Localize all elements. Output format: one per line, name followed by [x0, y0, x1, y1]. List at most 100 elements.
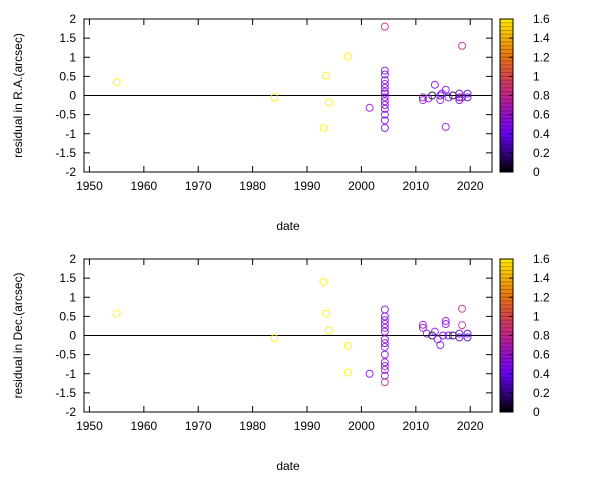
colorbar-tick-label: 0.6	[533, 108, 550, 122]
data-point	[458, 321, 467, 330]
colorbar-tick-label: 0.6	[533, 348, 550, 362]
data-point	[422, 329, 431, 338]
y-tick-label: 1	[69, 50, 76, 64]
colorbar-tick-label: 0.2	[533, 386, 550, 400]
data-point	[380, 80, 389, 89]
data-point	[436, 91, 445, 100]
data-point	[380, 124, 389, 133]
plot-0: 1950 1960 1970 1980 1990 2000 2010 2020-2-1.5-1…	[11, 12, 550, 233]
data-point	[455, 333, 464, 342]
data-point	[365, 103, 374, 112]
colorbar-tick-label: 0.8	[533, 89, 550, 103]
data-point	[380, 327, 389, 336]
data-point	[324, 98, 333, 107]
data-point	[437, 89, 446, 98]
y-axis-label: residual in Dec.(arcsec)	[11, 272, 25, 398]
colorbar-tick-label: 1.2	[533, 50, 550, 64]
data-point	[444, 93, 453, 102]
data-point	[463, 89, 472, 98]
colorbar-tick-label: 1.4	[533, 271, 550, 285]
data-point	[380, 335, 389, 344]
data-point	[380, 116, 389, 125]
data-point	[380, 104, 389, 113]
y-tick-label: -2	[65, 165, 76, 179]
x-axis-label: date	[276, 459, 300, 473]
data-point	[380, 83, 389, 92]
data-point	[444, 331, 453, 340]
x-tick-label: 2010	[402, 419, 429, 433]
data-point	[380, 89, 389, 98]
data-point	[439, 331, 448, 340]
x-tick-label: 2020	[457, 419, 484, 433]
colorbar-tick-label: 0	[533, 165, 540, 179]
y-tick-label: 1.5	[59, 271, 76, 285]
colorbar-tick-label: 1	[533, 309, 540, 323]
data-point	[380, 316, 389, 325]
data-point	[436, 341, 445, 350]
y-axis-label: residual in R.A.(arcsec)	[11, 33, 25, 158]
data-point	[380, 378, 389, 387]
data-point	[380, 323, 389, 332]
x-tick-label: 1970	[185, 419, 212, 433]
plot-1: 1950 1960 1970 1980 1990 2000 2010 2020-2-1.5-1…	[11, 252, 550, 473]
colorbar-tick-label: 0	[533, 405, 540, 419]
colorbar-tick-label: 0.4	[533, 367, 550, 381]
data-point	[343, 341, 352, 350]
data-point	[455, 93, 464, 102]
data-point	[319, 277, 328, 286]
y-tick-label: -0.5	[55, 108, 76, 122]
y-tick-label: 1	[69, 290, 76, 304]
data-point	[441, 320, 450, 329]
data-point	[343, 368, 352, 377]
x-tick-label: 1990	[294, 419, 321, 433]
data-point	[418, 93, 427, 102]
x-tick-label: 1980	[239, 419, 266, 433]
data-point	[418, 320, 427, 329]
y-tick-label: 0.5	[59, 69, 76, 83]
y-tick-label: 0	[69, 89, 76, 103]
y-tick-label: -1	[65, 367, 76, 381]
colorbar-tick-label: 1	[533, 69, 540, 83]
y-tick-label: -2	[65, 405, 76, 419]
data-point	[441, 85, 450, 94]
y-tick-label: -1	[65, 127, 76, 141]
x-tick-label: 2010	[402, 179, 429, 193]
data-point	[428, 91, 437, 100]
colorbar-tick-label: 1.6	[533, 12, 550, 26]
data-point	[380, 22, 389, 31]
data-point	[319, 124, 328, 133]
data-point	[380, 320, 389, 329]
data-point	[380, 365, 389, 374]
colorbar-tick-label: 0.8	[533, 329, 550, 343]
x-tick-label: 2020	[457, 179, 484, 193]
x-tick-label: 1980	[239, 179, 266, 193]
data-point	[270, 334, 279, 343]
colorbar-tick-label: 0.2	[533, 146, 550, 160]
data-point	[380, 93, 389, 102]
data-point	[380, 97, 389, 106]
data-point	[455, 329, 464, 338]
data-point	[418, 323, 427, 332]
y-tick-label: 2	[69, 252, 76, 266]
data-point	[380, 76, 389, 85]
y-tick-label: 0.5	[59, 309, 76, 323]
data-point	[380, 312, 389, 321]
data-point	[380, 305, 389, 314]
data-point	[436, 96, 445, 105]
data-point	[430, 80, 439, 89]
x-tick-label: 1970	[185, 179, 212, 193]
x-tick-label: 1960	[130, 179, 157, 193]
y-tick-label: -1.5	[55, 386, 76, 400]
data-point	[365, 369, 374, 378]
data-point	[380, 358, 389, 367]
data-point	[380, 101, 389, 110]
data-point	[380, 70, 389, 79]
data-point	[112, 309, 121, 318]
data-point	[112, 78, 121, 87]
x-tick-label: 1950	[76, 179, 103, 193]
data-point	[380, 350, 389, 359]
colorbar-tick-label: 1.4	[533, 31, 550, 45]
y-tick-label: -1.5	[55, 146, 76, 160]
data-point	[380, 339, 389, 348]
